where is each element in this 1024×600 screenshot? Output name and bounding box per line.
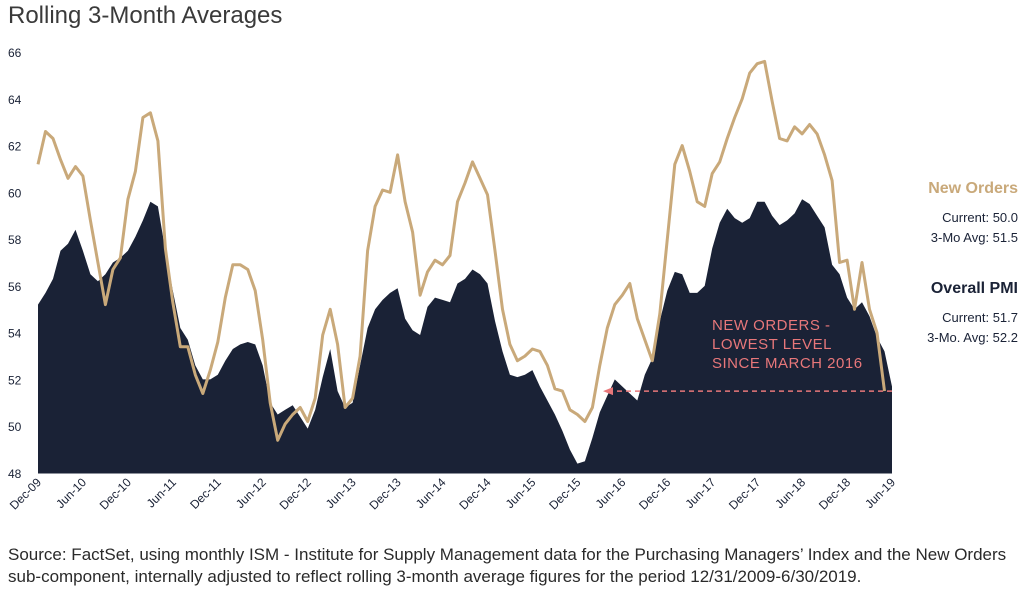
annotation-line-2: LOWEST LEVEL	[712, 336, 832, 353]
x-tick-label: Jun-11	[144, 475, 179, 510]
x-tick-label: Dec-13	[366, 475, 403, 512]
x-tick-label: Dec-12	[277, 475, 314, 512]
x-tick-label: Dec-17	[726, 475, 763, 512]
y-axis: 48 50 52 54 56 58 60 62 64 66	[8, 46, 22, 481]
annotation-arrowhead	[603, 387, 613, 396]
chart-title: Rolling 3-Month Averages	[8, 2, 283, 29]
y-tick-label: 64	[8, 93, 22, 107]
y-tick-label: 52	[8, 373, 22, 387]
legend-pmi-avg: 3-Mo. Avg: 52.2	[927, 330, 1018, 345]
legend-pmi-title: Overall PMI	[930, 280, 1018, 297]
y-tick-label: 48	[8, 467, 22, 481]
y-tick-label: 56	[8, 280, 22, 294]
x-tick-label: Jun-10	[53, 475, 89, 511]
x-tick-label: Dec-14	[456, 475, 493, 512]
legend-new-orders-avg: 3-Mo Avg: 51.5	[930, 230, 1018, 245]
y-tick-label: 58	[8, 233, 22, 247]
x-tick-label: Jun-13	[323, 475, 359, 511]
x-tick-label: Dec-15	[546, 475, 583, 512]
x-tick-label: Dec-18	[816, 475, 853, 512]
pmi-area	[38, 199, 892, 474]
new-orders-line	[36, 59, 886, 442]
new-orders-line-group	[36, 59, 886, 442]
x-tick-label: Jun-19	[862, 475, 898, 511]
pmi-area-group	[38, 199, 892, 474]
legend-new-orders-title: New Orders	[928, 180, 1018, 197]
y-tick-label: 60	[8, 186, 22, 200]
y-tick-label: 54	[8, 327, 22, 341]
x-tick-label: Jun-16	[593, 475, 629, 511]
legend-pmi-current: Current: 51.7	[942, 310, 1018, 325]
source-note: Source: FactSet, using monthly ISM - Ins…	[8, 545, 1007, 586]
x-tick-label: Dec-10	[97, 475, 134, 512]
y-tick-label: 66	[8, 46, 22, 60]
x-tick-label: Jun-18	[772, 475, 808, 511]
x-tick-label: Jun-17	[682, 475, 718, 511]
x-tick-label: Jun-15	[503, 475, 539, 511]
x-axis: Dec-09 Jun-10 Dec-10 Jun-11 Dec-11 Jun-12 Dec-…	[7, 472, 898, 512]
annotation-line-3: SINCE MARCH 2016	[712, 355, 863, 372]
y-tick-label: 50	[8, 420, 22, 434]
x-tick-label: Dec-11	[187, 475, 224, 512]
y-tick-label: 62	[8, 140, 22, 154]
x-tick-label: Dec-16	[636, 475, 673, 512]
legend-new-orders-current: Current: 50.0	[942, 210, 1018, 225]
x-tick-label: Jun-14	[413, 475, 449, 511]
annotation-line-1: NEW ORDERS -	[712, 317, 831, 334]
annotation-arrow-group	[603, 387, 892, 396]
annotation-text: NEW ORDERS - LOWEST LEVEL SINCE MARCH 20…	[712, 316, 863, 373]
x-tick-label: Jun-12	[233, 475, 269, 511]
